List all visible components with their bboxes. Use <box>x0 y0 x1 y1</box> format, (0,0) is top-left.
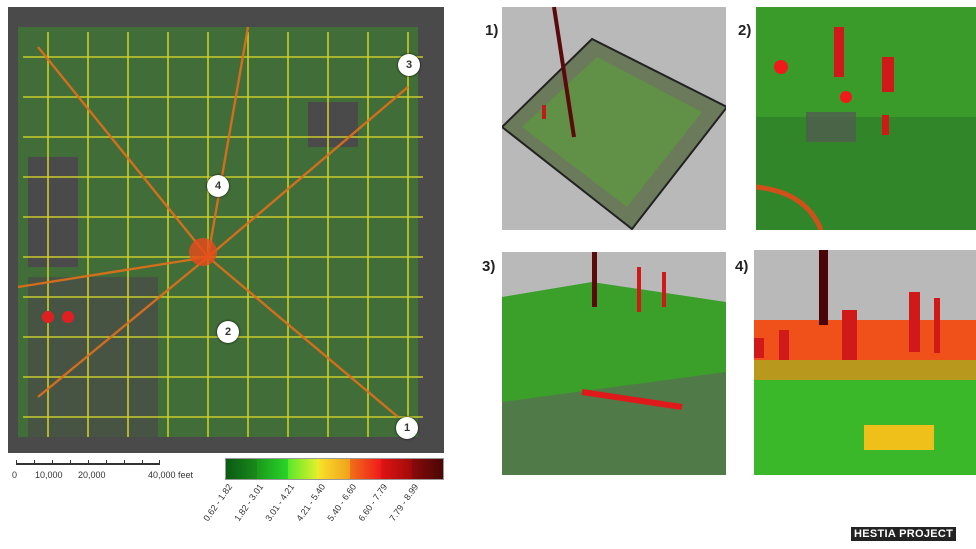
legend-swatch-7 <box>412 459 443 479</box>
legend-swatch-6 <box>381 459 412 479</box>
legend-swatch-3 <box>288 459 319 479</box>
scale-tick <box>106 460 107 465</box>
scale-tick <box>142 460 143 465</box>
panel-2-label: 2) <box>738 22 752 39</box>
map-marker-2[interactable]: 2 <box>217 321 239 343</box>
map-marker-1[interactable]: 1 <box>396 417 418 439</box>
emissions-map: 1 2 3 4 <box>8 7 444 453</box>
panel-3-3d-view <box>502 252 726 475</box>
scale-tick <box>34 460 35 465</box>
scale-tick <box>159 460 160 465</box>
panel-3-label: 3) <box>482 258 496 275</box>
legend-label-3: 3.01 - 4.21 <box>263 482 297 523</box>
panel-2-3d-view <box>756 7 976 230</box>
scale-tick <box>52 460 53 465</box>
credit-badge: HESTIA PROJECT <box>851 527 957 541</box>
panel-1-label: 1) <box>485 22 499 39</box>
legend-swatch-4 <box>319 459 350 479</box>
road-network-graphic <box>17 26 423 437</box>
scale-tick <box>124 460 125 465</box>
legend-label-1: 0.62 - 1.82 <box>201 482 235 523</box>
legend-swatch-2 <box>257 459 288 479</box>
legend-label-4: 4.21 - 5.40 <box>294 482 328 523</box>
map-marker-4[interactable]: 4 <box>207 175 229 197</box>
legend-swatch-1 <box>226 459 257 479</box>
scale-label-40000: 40,000 feet <box>148 470 194 480</box>
scale-tick <box>16 460 17 465</box>
scale-label-20000: 20,000 <box>78 470 106 480</box>
legend-label-2: 1.82 - 3.01 <box>232 482 266 523</box>
scale-tick <box>88 460 89 465</box>
legend-swatch-5 <box>350 459 381 479</box>
legend-label-6: 6.60 - 7.79 <box>356 482 390 523</box>
panel-4-label: 4) <box>735 258 749 275</box>
color-legend <box>225 458 444 480</box>
scale-label-10000: 10,000 <box>35 470 63 480</box>
panel-4-3d-view <box>754 250 976 475</box>
legend-label-7: 7.79 - 8.99 <box>387 482 421 523</box>
scale-bar <box>14 458 162 472</box>
scale-tick <box>70 460 71 465</box>
scale-label-0: 0 <box>12 470 18 480</box>
map-marker-3[interactable]: 3 <box>398 54 420 76</box>
panel-1-3d-view <box>502 7 726 230</box>
legend-label-5: 5.40 - 6.60 <box>325 482 359 523</box>
